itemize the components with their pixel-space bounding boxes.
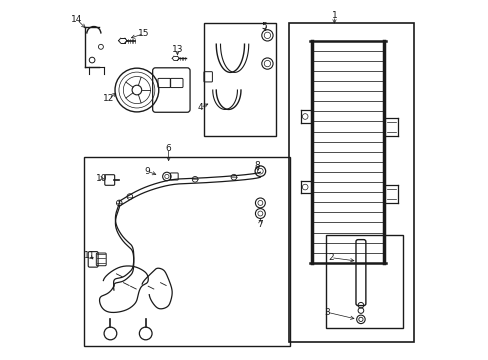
Text: 15: 15 xyxy=(138,29,149,38)
Text: 6: 6 xyxy=(165,144,171,153)
Text: 4: 4 xyxy=(197,103,203,112)
Text: 10: 10 xyxy=(96,174,107,183)
Text: 1: 1 xyxy=(331,12,337,21)
Bar xyxy=(203,23,276,136)
Text: 13: 13 xyxy=(171,45,183,54)
Text: 2: 2 xyxy=(327,253,333,262)
Text: 3: 3 xyxy=(324,308,329,317)
Text: 14: 14 xyxy=(71,15,82,24)
Text: 8: 8 xyxy=(253,161,259,170)
Bar xyxy=(84,157,290,346)
Text: 11: 11 xyxy=(83,251,95,260)
Text: 9: 9 xyxy=(144,167,150,176)
Bar xyxy=(325,235,403,328)
Bar xyxy=(288,23,413,342)
Text: 7: 7 xyxy=(257,220,263,229)
Text: 5: 5 xyxy=(261,22,266,31)
Text: 12: 12 xyxy=(103,94,114,103)
